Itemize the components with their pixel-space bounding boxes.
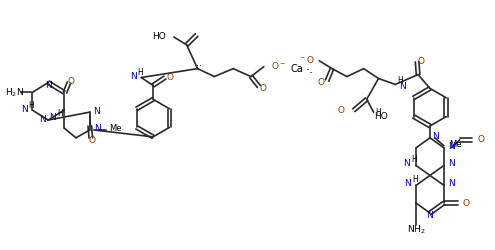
Text: O: O bbox=[67, 77, 74, 86]
Text: ·: · bbox=[308, 67, 312, 80]
Text: H: H bbox=[397, 76, 403, 85]
Text: N: N bbox=[45, 81, 51, 90]
Text: N: N bbox=[94, 124, 100, 134]
Text: H: H bbox=[412, 175, 418, 184]
Text: O: O bbox=[88, 136, 95, 145]
Text: N: N bbox=[93, 107, 99, 116]
Text: H: H bbox=[376, 108, 382, 117]
Text: O: O bbox=[418, 57, 425, 66]
Text: H: H bbox=[411, 155, 417, 164]
Text: O: O bbox=[260, 84, 267, 93]
Text: H: H bbox=[29, 101, 34, 110]
Text: N: N bbox=[427, 212, 433, 220]
Text: ··: ·· bbox=[196, 61, 201, 71]
Text: Ca: Ca bbox=[290, 64, 303, 74]
Text: O: O bbox=[166, 73, 173, 82]
Text: H: H bbox=[137, 68, 143, 77]
Text: Me: Me bbox=[449, 140, 461, 149]
Text: H$_2$N: H$_2$N bbox=[5, 86, 24, 99]
Text: NH$_2$: NH$_2$ bbox=[407, 224, 425, 236]
Text: N: N bbox=[448, 159, 454, 168]
Text: Me: Me bbox=[109, 124, 122, 134]
Text: HO: HO bbox=[152, 32, 166, 42]
Text: N: N bbox=[448, 179, 454, 188]
Text: N: N bbox=[50, 112, 56, 122]
Text: N: N bbox=[21, 105, 27, 114]
Text: ·: · bbox=[305, 64, 309, 77]
Text: N: N bbox=[403, 159, 410, 168]
Text: O$^-$: O$^-$ bbox=[271, 60, 286, 71]
Text: N: N bbox=[40, 114, 46, 124]
Text: O: O bbox=[477, 135, 485, 144]
Text: HO: HO bbox=[375, 112, 388, 120]
Text: O: O bbox=[463, 198, 470, 207]
Text: O: O bbox=[317, 78, 324, 87]
Text: N: N bbox=[399, 82, 406, 91]
Text: $^-$O: $^-$O bbox=[297, 54, 314, 65]
Text: N: N bbox=[131, 72, 137, 81]
Text: N: N bbox=[448, 142, 454, 151]
Text: O: O bbox=[338, 106, 345, 115]
Text: N: N bbox=[432, 132, 439, 141]
Text: N: N bbox=[404, 179, 411, 188]
Text: H: H bbox=[57, 109, 63, 118]
